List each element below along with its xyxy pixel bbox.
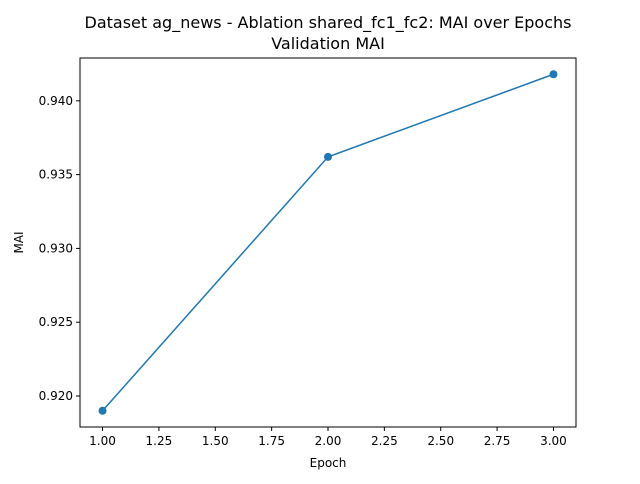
x-tick-label: 1.25 [146, 434, 173, 448]
x-axis-ticks: 1.00 1.25 1.50 1.75 2.00 2.25 2.50 2.75 3.00 [89, 427, 567, 448]
data-point [98, 406, 107, 415]
plot-area-frame [79, 57, 577, 428]
x-tick-label: 2.75 [484, 434, 511, 448]
chart-subtitle: Validation MAI [271, 34, 385, 53]
x-tick-label: 1.75 [258, 434, 285, 448]
x-tick-label: 2.00 [315, 434, 342, 448]
data-point [549, 70, 558, 79]
y-tick-label: 0.940 [39, 94, 73, 108]
x-tick-label: 1.00 [89, 434, 116, 448]
y-tick-label: 0.935 [39, 168, 73, 182]
x-tick-label: 2.50 [427, 434, 454, 448]
x-tick-label: 3.00 [540, 434, 567, 448]
x-axis-label: Epoch [310, 456, 347, 470]
y-tick-label: 0.925 [39, 315, 73, 329]
data-point [324, 152, 332, 161]
chart-title: Dataset ag_news - Ablation shared_fc1_fc… [85, 13, 572, 33]
x-tick-label: 1.50 [202, 434, 229, 448]
y-tick-label: 0.920 [39, 389, 73, 403]
y-axis-ticks: 0.920 0.925 0.930 0.935 0.940 [39, 94, 80, 403]
x-tick-label: 2.25 [371, 434, 398, 448]
y-axis-label: MAI [12, 231, 26, 253]
plot-series [98, 70, 558, 415]
y-tick-label: 0.930 [39, 241, 73, 255]
